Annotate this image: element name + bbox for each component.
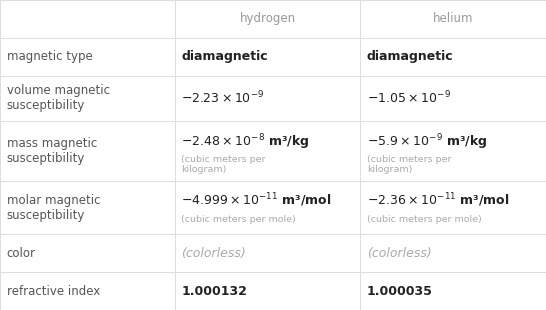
Text: molar magnetic
susceptibility: molar magnetic susceptibility xyxy=(7,194,100,222)
Text: volume magnetic
susceptibility: volume magnetic susceptibility xyxy=(7,84,110,112)
Text: diamagnetic: diamagnetic xyxy=(181,50,268,63)
Text: color: color xyxy=(7,247,35,260)
Text: refractive index: refractive index xyxy=(7,285,100,298)
Text: $-2.36\times10^{-11}$ m³/mol: $-2.36\times10^{-11}$ m³/mol xyxy=(367,191,509,209)
Text: (cubic meters per
kilogram): (cubic meters per kilogram) xyxy=(367,155,452,174)
Text: (cubic meters per
kilogram): (cubic meters per kilogram) xyxy=(181,155,266,174)
Text: helium: helium xyxy=(433,12,473,25)
Text: (colorless): (colorless) xyxy=(367,247,432,260)
Text: diamagnetic: diamagnetic xyxy=(367,50,454,63)
Text: (cubic meters per mole): (cubic meters per mole) xyxy=(181,215,296,224)
Text: magnetic type: magnetic type xyxy=(7,50,92,63)
Text: (cubic meters per mole): (cubic meters per mole) xyxy=(367,215,482,224)
Text: $-2.23\times10^{-9}$: $-2.23\times10^{-9}$ xyxy=(181,90,264,107)
Text: 1.000035: 1.000035 xyxy=(367,285,433,298)
Text: $-4.999\times10^{-11}$ m³/mol: $-4.999\times10^{-11}$ m³/mol xyxy=(181,191,332,209)
Text: hydrogen: hydrogen xyxy=(240,12,295,25)
Text: $-1.05\times10^{-9}$: $-1.05\times10^{-9}$ xyxy=(367,90,451,107)
Text: 1.000132: 1.000132 xyxy=(181,285,247,298)
Text: mass magnetic
susceptibility: mass magnetic susceptibility xyxy=(7,137,97,165)
Text: (colorless): (colorless) xyxy=(181,247,246,260)
Text: $-5.9\times10^{-9}$ m³/kg: $-5.9\times10^{-9}$ m³/kg xyxy=(367,132,488,152)
Text: $-2.48\times10^{-8}$ m³/kg: $-2.48\times10^{-8}$ m³/kg xyxy=(181,132,310,152)
